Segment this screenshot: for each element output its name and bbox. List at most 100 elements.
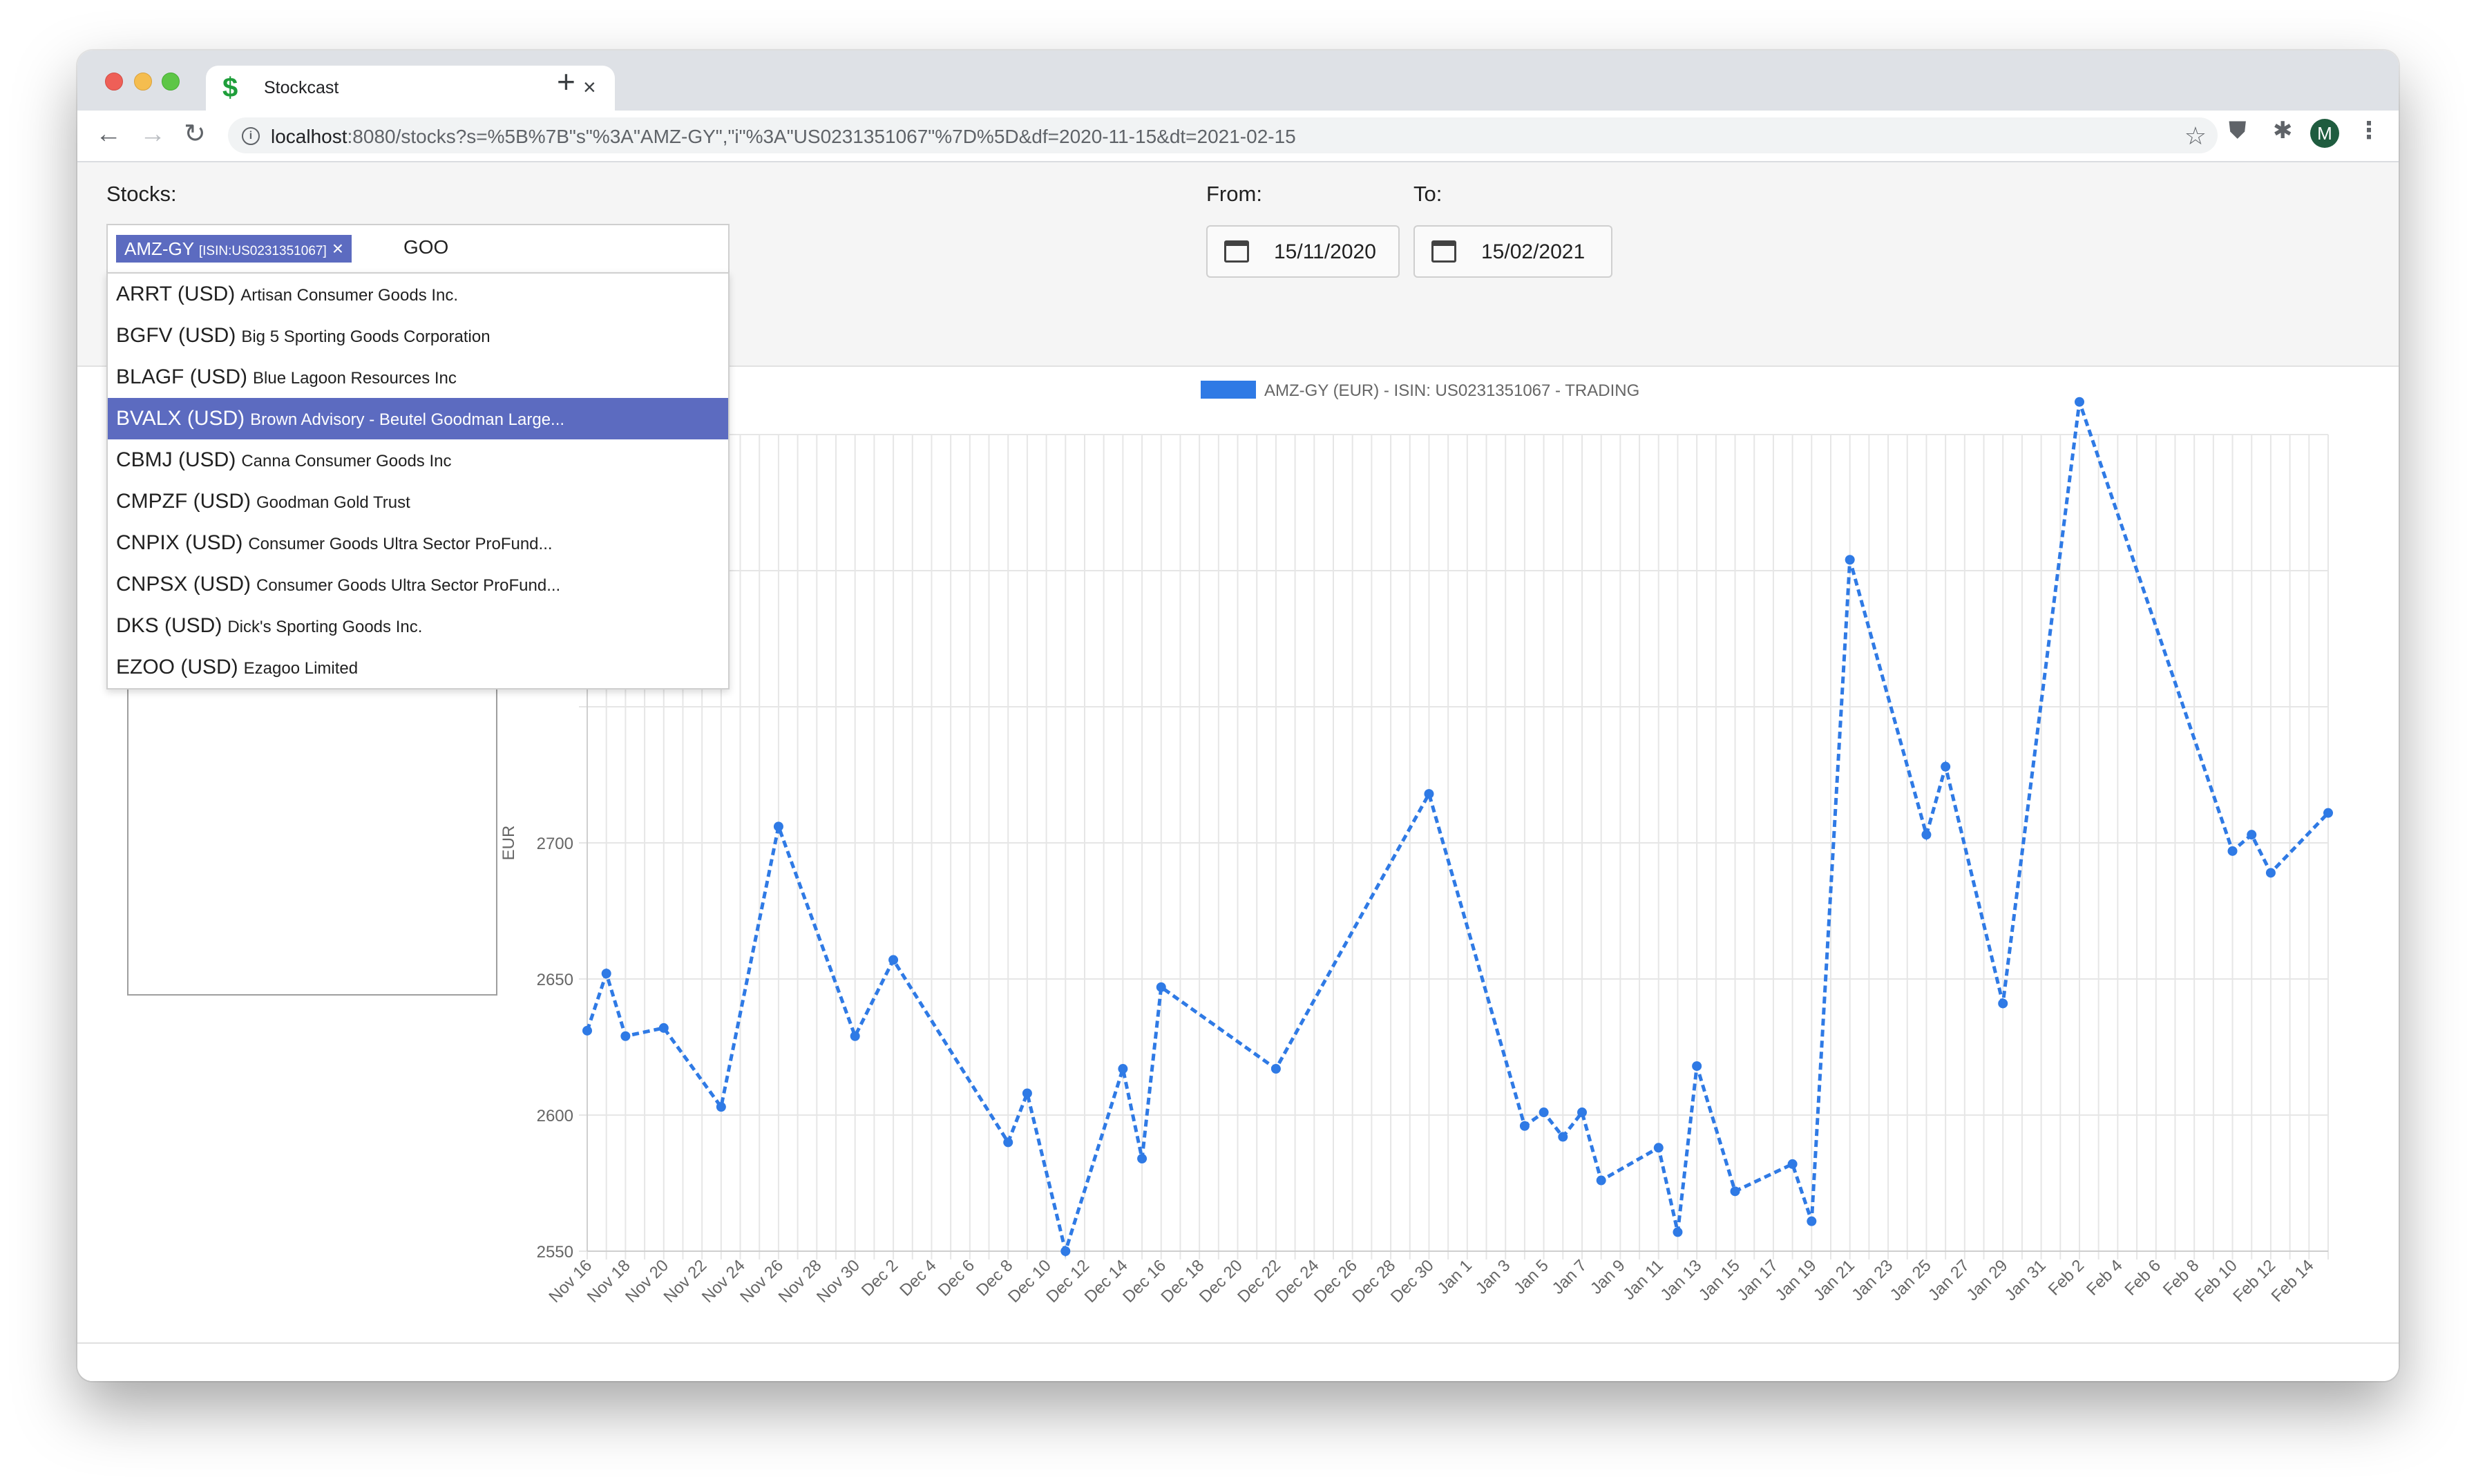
x-tick-label: Feb 4 [2083, 1256, 2126, 1299]
x-tick-label: Dec 26 [1311, 1256, 1361, 1306]
new-tab-button[interactable]: + [557, 64, 575, 99]
data-point [1845, 555, 1855, 565]
maximize-window-button[interactable] [162, 73, 180, 91]
forward-arrow-icon[interactable]: → [140, 120, 166, 149]
x-tick-label: Dec 12 [1042, 1256, 1093, 1306]
y-tick-label: 2650 [537, 971, 573, 989]
tab-close-icon[interactable]: × [583, 75, 596, 99]
kebab-menu-icon[interactable]: ⋮ [2357, 117, 2381, 144]
suggestion-item[interactable]: ARRT (USD) Artisan Consumer Goods Inc. [108, 274, 728, 315]
suggestion-symbol: DKS (USD) [116, 614, 222, 637]
suggestion-item[interactable]: DKS (USD) Dick's Sporting Goods Inc. [108, 605, 728, 647]
y-tick-label: 2600 [537, 1107, 573, 1125]
data-point [2075, 397, 2084, 407]
to-date-value: 15/02/2021 [1481, 240, 1585, 263]
x-tick-label: Nov 30 [813, 1256, 864, 1306]
data-point [1807, 1216, 1817, 1226]
search-text[interactable]: GOO [403, 236, 449, 258]
address-bar[interactable]: i localhost:8080/stocks?s=%5B%7B"s"%3A"A… [228, 117, 2218, 153]
page-content: Stocks: AMZ-GY [ISIN:US0231351067] × GOO … [77, 162, 2399, 1381]
url-text[interactable]: localhost:8080/stocks?s=%5B%7B"s"%3A"AMZ… [271, 126, 1296, 148]
info-icon[interactable]: i [242, 127, 260, 145]
x-tick-label: Jan 1 [1434, 1256, 1476, 1298]
divider [77, 1342, 2399, 1344]
data-point [850, 1031, 860, 1041]
to-label: To: [1413, 182, 1442, 206]
x-tick-label: Jan 11 [1619, 1256, 1667, 1304]
to-date-picker[interactable]: 15/02/2021 [1413, 225, 1612, 278]
reload-icon[interactable]: ↻ [184, 120, 206, 149]
legend-label: AMZ-GY (EUR) - ISIN: US0231351067 - TRAD… [1264, 381, 1639, 400]
data-point [2227, 846, 2238, 856]
tab-strip: $ Stockcast × + [77, 50, 2399, 111]
x-tick-label: Feb 2 [2045, 1256, 2088, 1299]
x-tick-label: Dec 2 [858, 1256, 902, 1300]
suggestion-symbol: BLAGF (USD) [116, 365, 248, 388]
stock-search-input[interactable]: AMZ-GY [ISIN:US0231351067] × GOO [106, 224, 730, 272]
x-tick-label: Jan 7 [1549, 1256, 1591, 1298]
minimize-window-button[interactable] [134, 73, 152, 91]
shield-icon[interactable]: ⛊ [2229, 117, 2247, 144]
x-tick-label: Jan 19 [1772, 1256, 1820, 1304]
browser-window: $ Stockcast × + ← → ↻ i localhost:8080/s… [77, 50, 2399, 1381]
data-point [1692, 1061, 1702, 1072]
suggestion-symbol: CNPIX (USD) [116, 531, 243, 554]
suggestion-item[interactable]: CNPSX (USD) Consumer Goods Ultra Sector P… [108, 564, 728, 605]
data-point [1519, 1121, 1530, 1131]
suggestion-symbol: CNPSX (USD) [116, 573, 251, 596]
suggestion-item[interactable]: CBMJ (USD) Canna Consumer Goods Inc [108, 439, 728, 481]
avatar[interactable]: M [2310, 119, 2339, 148]
back-arrow-icon[interactable]: ← [95, 120, 122, 149]
puzzle-icon[interactable]: ✱ [2273, 117, 2293, 144]
x-tick-label: Feb 10 [2191, 1256, 2241, 1306]
suggestion-name: Goodman Gold Trust [256, 493, 410, 512]
tab-stockcast[interactable]: $ Stockcast × [206, 66, 615, 111]
data-point [1998, 998, 2008, 1009]
data-point [1577, 1107, 1587, 1118]
x-tick-label: Dec 10 [1004, 1256, 1055, 1306]
stocks-label: Stocks: [106, 182, 177, 206]
data-point [582, 1025, 592, 1036]
suggestion-item[interactable]: BVALX (USD) Brown Advisory - Beutel Goodm… [108, 398, 728, 439]
x-tick-label: Jan 23 [1848, 1256, 1896, 1304]
from-date-picker[interactable]: 15/11/2020 [1206, 225, 1400, 278]
data-point [1022, 1088, 1032, 1098]
suggestion-item[interactable]: CMPZF (USD) Goodman Gold Trust [108, 481, 728, 522]
dollar-favicon-icon: $ [222, 73, 238, 103]
x-tick-label: Dec 18 [1158, 1256, 1208, 1306]
suggestion-item[interactable]: CNPIX (USD) Consumer Goods Ultra Sector P… [108, 522, 728, 564]
chip-remove-icon[interactable]: × [332, 238, 344, 259]
data-point [1596, 1175, 1606, 1186]
suggestion-item[interactable]: EZOO (USD) Ezagoo Limited [108, 647, 728, 688]
x-tick-label: Feb 6 [2122, 1256, 2164, 1299]
x-tick-label: Dec 22 [1234, 1256, 1284, 1306]
suggestion-item[interactable]: BGFV (USD) Big 5 Sporting Goods Corporati… [108, 315, 728, 356]
data-point [1156, 982, 1166, 992]
x-tick-label: Dec 30 [1387, 1256, 1438, 1306]
from-date-value: 15/11/2020 [1274, 240, 1376, 263]
chip-isin: [ISIN:US0231351067] [198, 244, 327, 258]
suggestion-name: Consumer Goods Ultra Sector ProFund... [248, 535, 553, 553]
data-point [1558, 1132, 1568, 1142]
data-point [1118, 1064, 1128, 1074]
data-point [658, 1022, 669, 1033]
from-label: From: [1206, 182, 1262, 206]
x-tick-label: Dec 28 [1349, 1256, 1399, 1306]
url-path: :8080/stocks?s=%5B%7B"s"%3A"AMZ-GY","i"%… [347, 126, 1296, 147]
data-point [1673, 1227, 1683, 1237]
legend-swatch [1201, 381, 1256, 399]
series-line [585, 401, 2330, 1258]
suggestion-item[interactable]: BLAGF (USD) Blue Lagoon Resources Inc [108, 356, 728, 398]
y-axis-title: EUR [499, 826, 518, 861]
data-point [1137, 1154, 1147, 1164]
data-point [773, 821, 783, 832]
close-window-button[interactable] [105, 73, 123, 91]
x-tick-label: Jan 31 [2001, 1256, 2050, 1304]
x-tick-label: Jan 3 [1472, 1256, 1514, 1298]
star-icon[interactable]: ☆ [2184, 122, 2207, 150]
x-tick-label: Dec 6 [935, 1256, 978, 1300]
data-point [716, 1102, 726, 1112]
selected-stock-chip[interactable]: AMZ-GY [ISIN:US0231351067] × [116, 235, 352, 263]
suggestion-name: Canna Consumer Goods Inc [241, 452, 452, 470]
